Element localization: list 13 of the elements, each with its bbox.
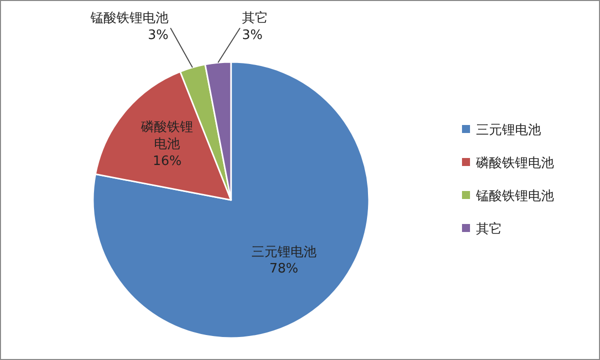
data-label: 16% bbox=[152, 154, 182, 170]
data-label: 3% bbox=[148, 28, 168, 43]
slice-label: 三元锂电池 bbox=[251, 244, 316, 260]
legend-label: 其它 bbox=[476, 221, 502, 237]
pie-slice bbox=[92, 61, 370, 339]
data-label: 78% bbox=[269, 262, 298, 277]
data-label: 3% bbox=[242, 28, 263, 43]
slice-label: 磷酸铁锂电池 bbox=[140, 120, 194, 152]
legend-label: 三元锂电池 bbox=[476, 123, 541, 138]
legend-label: 磷酸铁锂电池 bbox=[475, 156, 554, 171]
slice-label: 其它 bbox=[242, 10, 268, 26]
slice-label: 锰酸铁锂电池 bbox=[90, 11, 168, 26]
legend-label: 锰酸铁锂电池 bbox=[475, 189, 554, 204]
